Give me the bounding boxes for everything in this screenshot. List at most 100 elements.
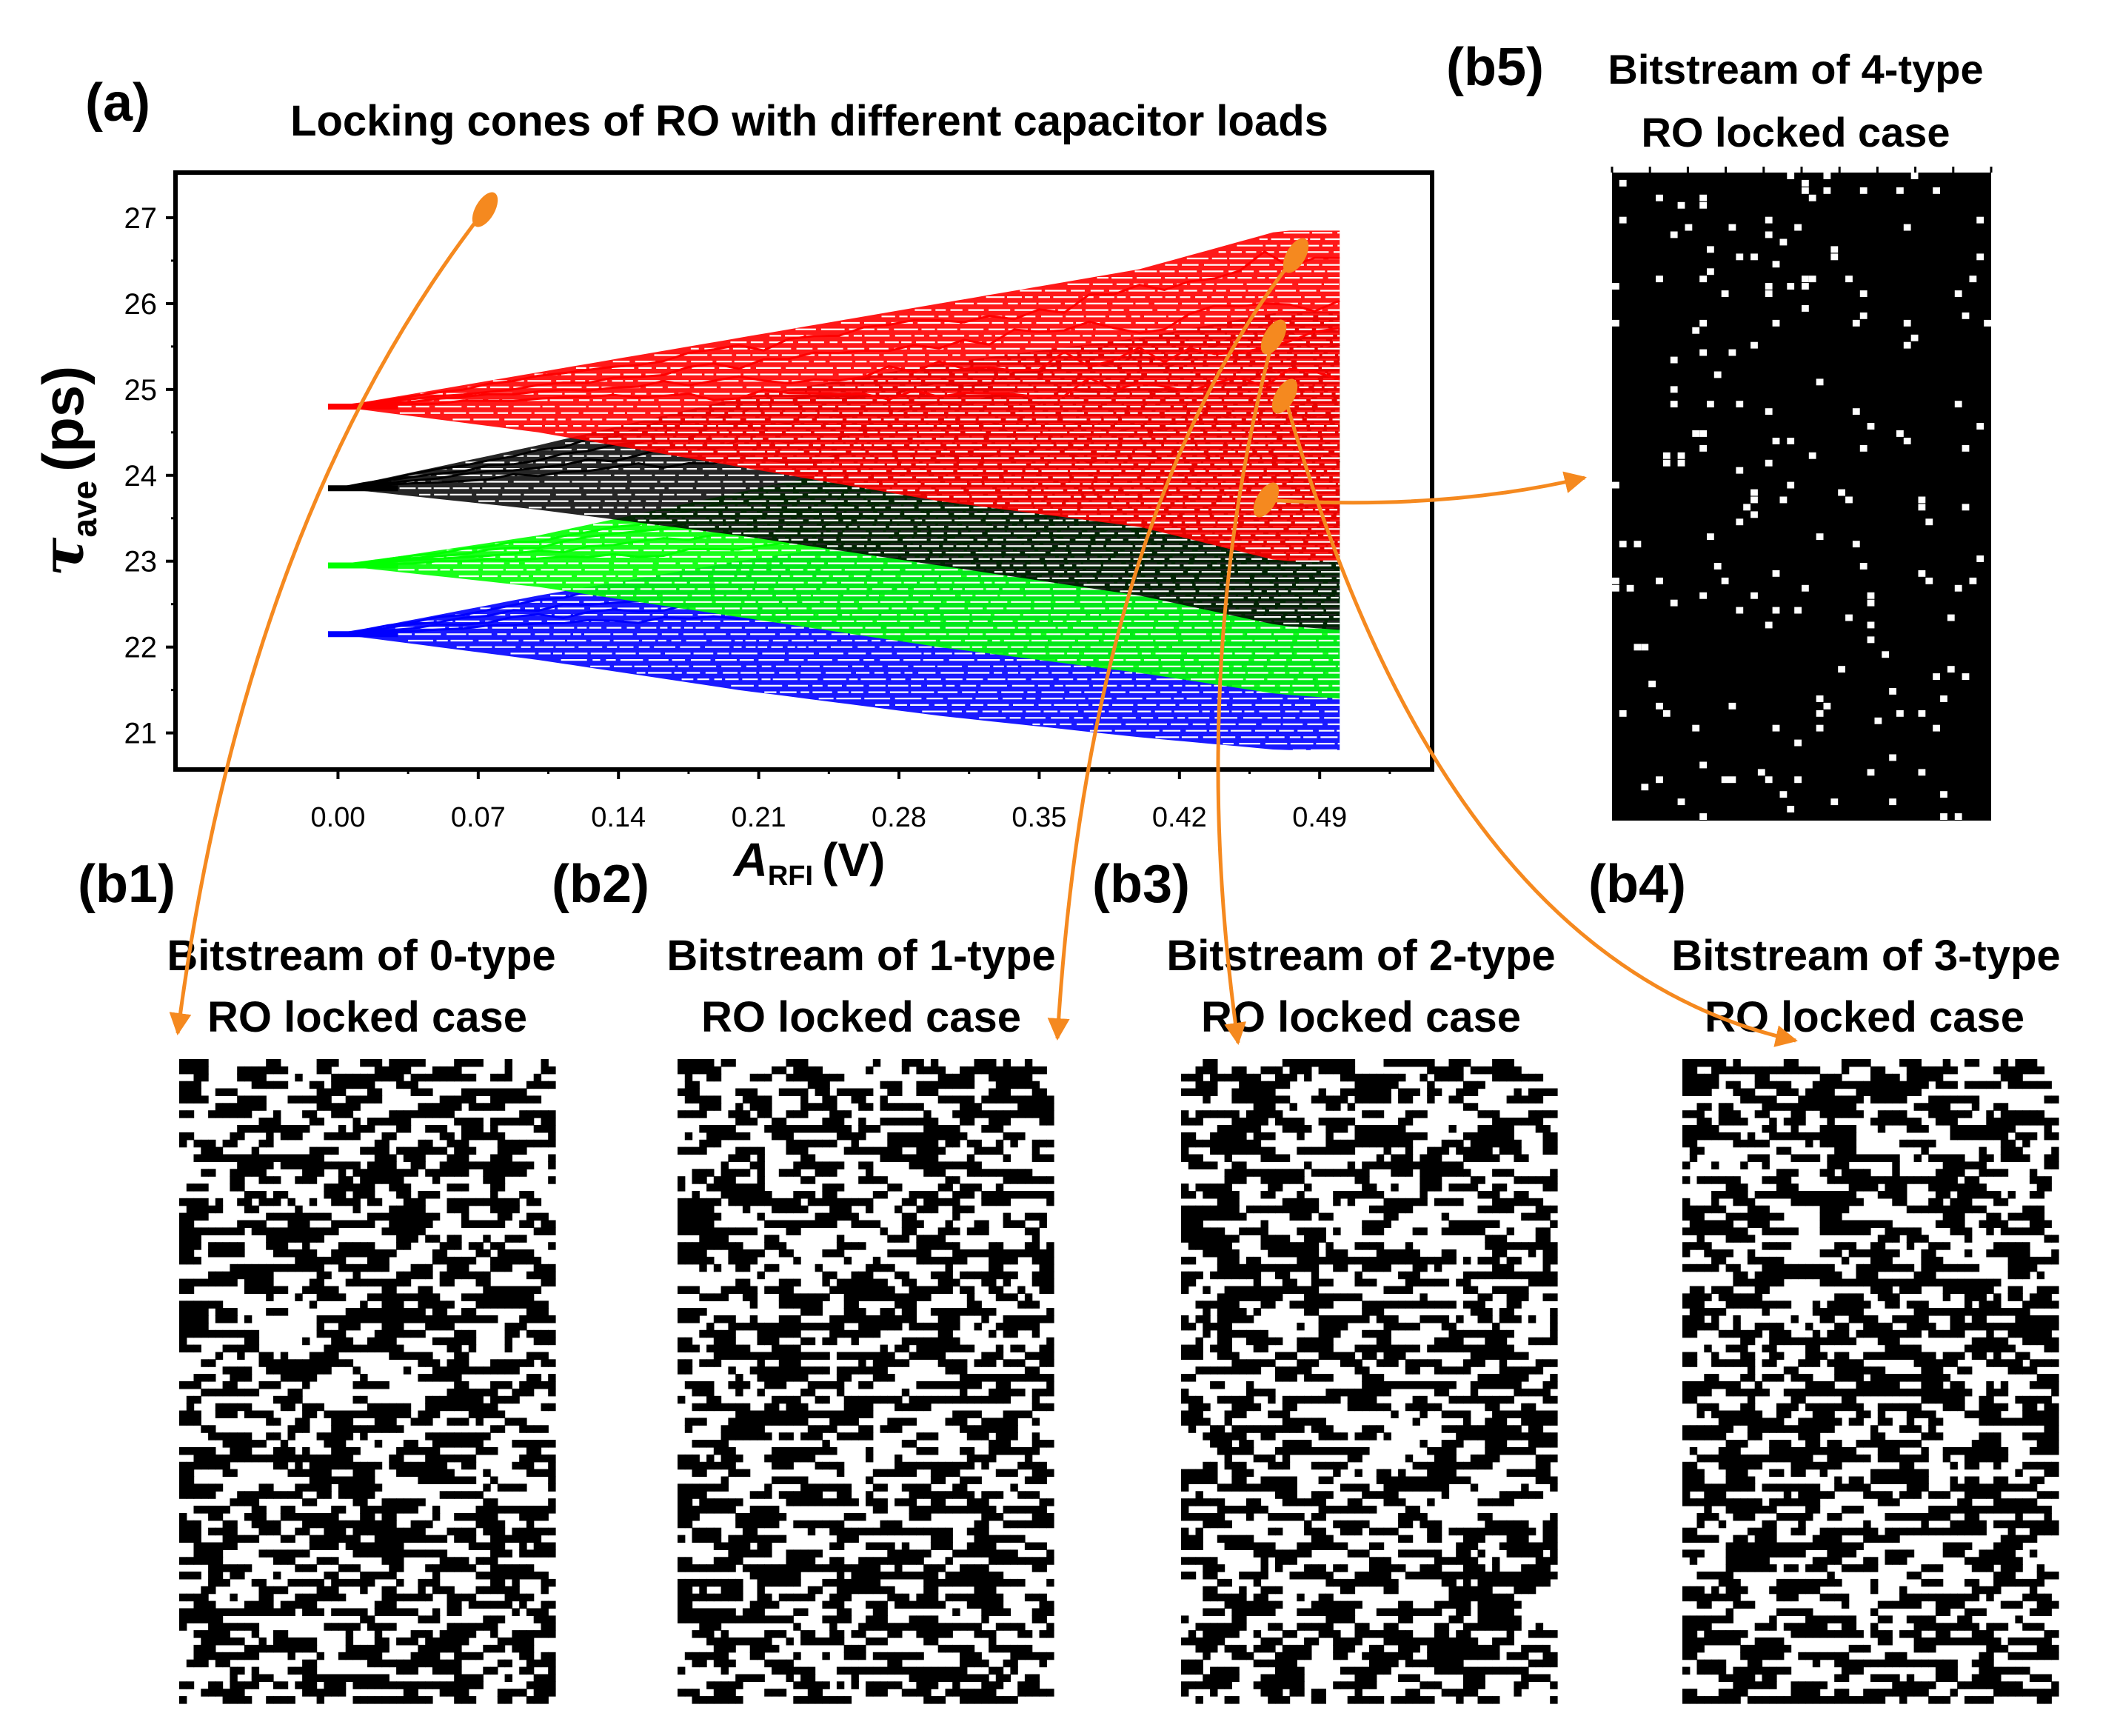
bit-one: [258, 1549, 267, 1558]
bit-one: [439, 1681, 448, 1689]
bit-one: [1046, 1689, 1054, 1697]
bit-one: [822, 1322, 830, 1331]
bit-one: [331, 1220, 339, 1228]
bit-one: [713, 1483, 722, 1492]
bit-one: [916, 1432, 924, 1440]
bit-one: [432, 1461, 441, 1470]
bit-one: [858, 1293, 866, 1301]
bit-one: [901, 1132, 910, 1141]
bit-one: [909, 1513, 917, 1521]
bit-one: [389, 1132, 397, 1141]
bit-one: [815, 1637, 823, 1646]
b3-title-line2: RO locked case: [1201, 993, 1521, 1041]
bit-one: [475, 1059, 484, 1067]
b5-title-line1: Bitstream of 4-type: [1608, 46, 1983, 93]
bit-one: [1039, 1506, 1047, 1514]
bit-one: [749, 1256, 758, 1265]
bit-one: [396, 1564, 404, 1572]
bit-one: [179, 1242, 187, 1250]
bit-one: [483, 1403, 491, 1412]
bit-one: [836, 1469, 845, 1478]
bit-one: [1845, 276, 1853, 283]
bit-one: [735, 1110, 743, 1118]
bit-one: [1024, 1689, 1033, 1697]
bit-one: [974, 1308, 982, 1316]
bit-one: [974, 1395, 982, 1404]
bit-one: [713, 1227, 722, 1235]
bit-one: [815, 1263, 823, 1272]
bit-one: [273, 1432, 281, 1440]
bit-one: [880, 1103, 888, 1111]
bit-one: [1039, 1513, 1047, 1521]
bit-one: [749, 1520, 758, 1529]
bit-one: [454, 1476, 462, 1484]
bit-one: [872, 1542, 881, 1550]
bit-one: [403, 1366, 412, 1375]
bit-one: [266, 1198, 274, 1206]
bit-one: [1405, 1059, 1414, 1067]
bit-one: [439, 1491, 448, 1499]
bit-one: [360, 1191, 368, 1199]
bit-one: [887, 1184, 895, 1192]
bit-one: [735, 1242, 743, 1250]
bit-one: [699, 1198, 707, 1206]
bit-one: [815, 1395, 823, 1404]
bit-one: [952, 1256, 960, 1265]
bit-one: [418, 1520, 426, 1529]
bit-one: [1046, 1520, 1054, 1529]
bit-one: [866, 1447, 874, 1455]
bit-one: [432, 1564, 441, 1572]
bit-one: [367, 1483, 375, 1492]
bit-one: [490, 1176, 498, 1184]
bit-one: [793, 1623, 801, 1631]
bit-one: [1010, 1315, 1018, 1323]
bit-one: [742, 1352, 751, 1360]
bit-one: [403, 1535, 412, 1543]
bit-one: [937, 1506, 946, 1514]
bit-one: [851, 1095, 859, 1104]
bit-one: [692, 1198, 700, 1206]
bit-one: [454, 1315, 462, 1323]
bit-one: [519, 1572, 527, 1580]
bit-one: [866, 1278, 874, 1287]
bit-one: [735, 1132, 743, 1141]
b4-title-line2: RO locked case: [1705, 993, 2024, 1041]
bit-one: [829, 1169, 837, 1177]
bit-one: [381, 1572, 389, 1580]
bit-one: [815, 1066, 823, 1075]
bit-one: [858, 1271, 866, 1280]
bit-one: [916, 1337, 924, 1346]
bit-one: [960, 1623, 968, 1631]
bit-one: [483, 1527, 491, 1536]
bit-one: [960, 1564, 968, 1572]
bit-one: [989, 1593, 997, 1602]
bit-one: [439, 1549, 448, 1558]
bit-one: [901, 1220, 910, 1228]
bit-one: [1239, 1066, 1247, 1075]
bit-one: [1010, 1418, 1018, 1426]
bit-one: [937, 1256, 946, 1265]
bit-one: [548, 1125, 556, 1133]
bit-one: [764, 1242, 772, 1250]
bit-one: [895, 1681, 903, 1689]
bit-one: [244, 1410, 253, 1418]
bit-one: [345, 1161, 354, 1169]
bit-one: [923, 1527, 932, 1536]
bit-one: [1039, 1271, 1047, 1280]
bit-one: [222, 1652, 230, 1660]
bit-one: [186, 1593, 195, 1602]
bit-one: [345, 1308, 354, 1316]
bit-one: [974, 1689, 982, 1697]
bit-one: [331, 1344, 339, 1353]
bit-one: [887, 1527, 895, 1536]
bit-one: [324, 1161, 332, 1169]
bit-one: [352, 1395, 361, 1404]
bit-one: [360, 1586, 368, 1595]
bit-one: [475, 1681, 484, 1689]
bit-one: [396, 1454, 404, 1463]
bit-one: [418, 1191, 426, 1199]
bit-one: [410, 1059, 418, 1067]
bit-one: [909, 1403, 917, 1412]
bit-one: [1010, 1344, 1018, 1353]
bit-one: [316, 1286, 324, 1294]
